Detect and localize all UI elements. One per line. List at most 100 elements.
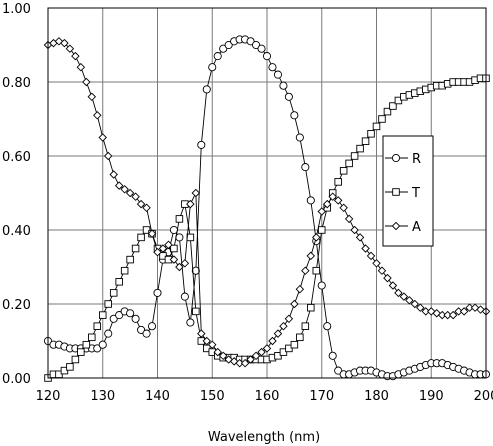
legend-marker-t	[392, 188, 400, 196]
data-point-t	[186, 233, 195, 242]
data-point-a	[295, 284, 305, 294]
data-point-r	[115, 311, 124, 320]
y-tick-label: 0.20	[2, 298, 31, 313]
data-point-t	[350, 152, 359, 160]
data-point-a	[273, 329, 283, 338]
x-tick-label: 200	[474, 389, 493, 404]
data-point-a	[158, 244, 168, 253]
series-t	[44, 74, 490, 382]
data-point-t	[137, 233, 145, 242]
data-point-a	[410, 299, 420, 309]
data-point-t	[115, 278, 123, 286]
data-point-t	[175, 215, 184, 223]
data-point-a	[147, 229, 157, 238]
data-point-r	[279, 81, 288, 90]
data-point-r	[104, 329, 113, 338]
data-point-a	[93, 111, 102, 120]
legend-marker-r	[391, 153, 401, 163]
y-tick-label: 0.40	[2, 224, 31, 239]
data-point-a	[416, 303, 425, 312]
data-point-a	[76, 62, 86, 72]
data-point-a	[208, 340, 217, 349]
data-point-r	[98, 340, 107, 349]
data-point-a	[60, 38, 69, 48]
data-point-t	[383, 107, 392, 116]
data-point-a	[355, 233, 365, 242]
data-point-r	[180, 292, 189, 301]
data-point-a	[180, 259, 190, 268]
data-point-r	[197, 140, 206, 149]
data-point-t	[109, 289, 118, 297]
data-point-a	[109, 170, 118, 179]
data-point-a	[54, 37, 64, 46]
data-point-a	[333, 196, 343, 205]
data-point-a	[454, 307, 463, 316]
data-point-a	[421, 307, 431, 316]
data-point-r	[268, 63, 277, 72]
data-point-r	[224, 40, 233, 50]
x-tick-label: 150	[200, 389, 225, 404]
data-point-r	[219, 44, 228, 53]
data-point-r	[186, 318, 195, 327]
data-point-r	[131, 314, 140, 323]
data-point-a	[82, 77, 91, 87]
data-point-a	[235, 358, 244, 368]
data-point-a	[164, 240, 173, 250]
data-point-a	[448, 310, 458, 320]
data-point-t	[312, 266, 321, 275]
data-point-t	[334, 178, 342, 186]
data-point-a	[229, 357, 239, 366]
data-point-t	[345, 159, 353, 168]
data-point-a	[257, 347, 266, 357]
data-point-a	[377, 266, 387, 275]
x-tick-label: 140	[145, 389, 170, 404]
data-point-a	[65, 44, 75, 53]
data-point-r	[295, 133, 304, 142]
data-point-a	[136, 199, 146, 209]
x-tick-label: 120	[36, 389, 61, 404]
legend-label-t: T	[411, 186, 420, 201]
data-point-t	[170, 244, 178, 253]
data-point-a	[339, 203, 348, 213]
data-point-t	[71, 355, 80, 364]
y-tick-label: 0.00	[2, 372, 31, 387]
data-point-a	[328, 192, 337, 201]
data-point-a	[350, 225, 359, 235]
y-tick-label: 1.00	[2, 2, 31, 17]
data-point-a	[71, 51, 80, 61]
data-point-a	[240, 358, 250, 368]
data-point-a	[366, 251, 376, 261]
data-point-t	[120, 266, 129, 275]
data-point-a	[213, 347, 222, 357]
data-point-r	[284, 92, 293, 101]
data-point-r	[273, 70, 283, 79]
data-point-a	[186, 199, 195, 209]
data-point-a	[114, 181, 124, 190]
legend-marker-a	[391, 221, 401, 231]
data-point-a	[437, 310, 447, 320]
legend-label-r: R	[412, 152, 421, 167]
data-point-a	[344, 214, 354, 224]
data-point-a	[120, 185, 129, 194]
data-point-r	[147, 322, 157, 331]
y-tick-label: 0.60	[2, 150, 31, 165]
data-point-r	[334, 366, 343, 375]
legend: R T A	[382, 135, 434, 247]
data-point-r	[202, 85, 211, 94]
x-tick-label: 160	[255, 389, 280, 404]
data-point-a	[306, 251, 316, 261]
series-r	[43, 35, 491, 381]
data-point-t	[98, 311, 107, 319]
x-tick-label: 180	[364, 389, 389, 404]
data-point-r	[191, 266, 200, 275]
data-point-a	[284, 314, 294, 324]
data-point-a	[383, 273, 392, 283]
data-point-a	[169, 255, 179, 264]
data-point-t	[339, 167, 348, 175]
data-point-a	[388, 281, 398, 290]
data-point-r	[328, 351, 337, 360]
data-point-t	[290, 340, 299, 349]
data-point-t	[66, 363, 74, 371]
data-point-r	[257, 44, 266, 53]
